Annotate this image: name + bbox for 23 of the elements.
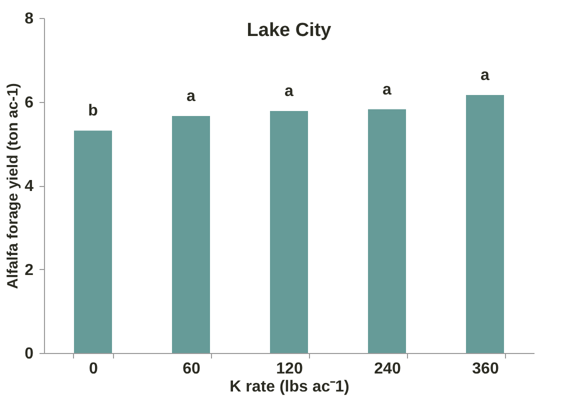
chart-title: Lake City	[246, 20, 332, 41]
y-tick-label: 6	[24, 94, 34, 112]
y-tick-label: 4	[24, 178, 34, 195]
bar	[172, 116, 210, 353]
bar	[466, 95, 504, 353]
bar	[270, 110, 308, 353]
x-tick-label: 60	[182, 360, 200, 378]
y-tick-label: 0	[24, 346, 34, 362]
x-tick-label: 0	[89, 360, 98, 378]
bar	[74, 130, 112, 353]
y-tick-label: 2	[24, 262, 34, 279]
x-tick-label: 360	[472, 360, 499, 378]
bar	[368, 109, 406, 353]
annotation: b	[88, 102, 98, 120]
x-tick-label: 120	[276, 360, 303, 378]
annotation: a	[480, 67, 490, 84]
y-tick-label: 8	[24, 10, 34, 28]
annotation: a	[284, 82, 294, 100]
y-axis-title: Alfalfa forage yield (ton ac-1)	[4, 83, 22, 289]
annotation: a	[382, 81, 392, 98]
x-axis-title: K rate (lbs ac⁻1)	[230, 378, 350, 396]
x-tick-label: 240	[374, 360, 401, 378]
annotation: a	[186, 88, 196, 105]
